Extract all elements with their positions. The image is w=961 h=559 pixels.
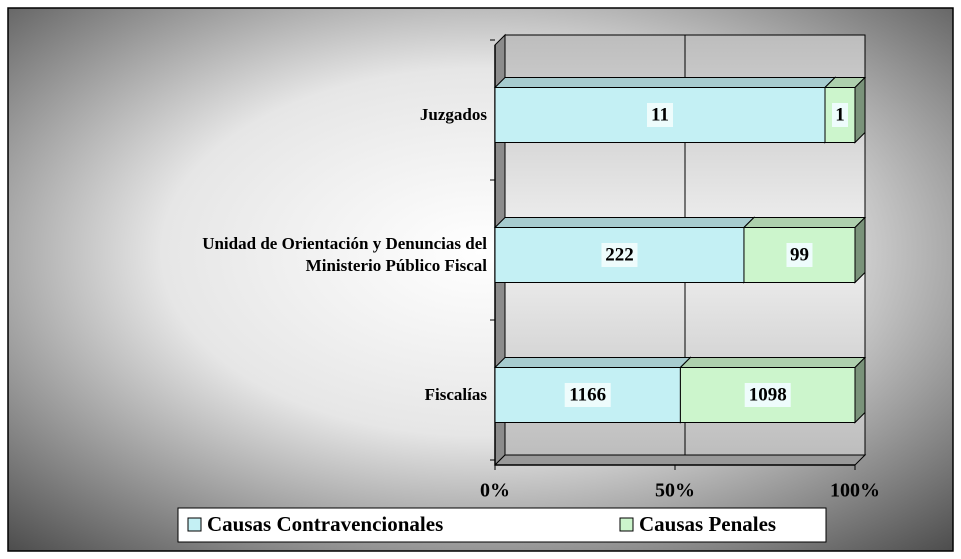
- bar-side: [854, 356, 866, 424]
- bar-top: [679, 357, 867, 368]
- bar-top: [493, 357, 692, 368]
- legend-label: Causas Penales: [639, 512, 776, 536]
- floor: [493, 454, 867, 466]
- bar-side: [854, 216, 866, 284]
- legend: [177, 507, 827, 543]
- bar-side: [854, 76, 866, 144]
- data-label-bg: [744, 383, 791, 407]
- data-label: 99: [790, 244, 809, 265]
- legend-swatch: [619, 517, 634, 532]
- data-label: 1166: [569, 384, 606, 405]
- bar-top: [742, 217, 867, 228]
- data-label-bg: [647, 103, 673, 127]
- data-label-bg: [601, 243, 638, 267]
- bar-segment: [742, 216, 867, 284]
- data-label-bg: [564, 383, 611, 407]
- data-label: 1: [835, 104, 845, 125]
- legend-label: Causas Contravencionales: [207, 512, 443, 536]
- y-tick-label: Fiscalías: [424, 385, 487, 404]
- data-label-bg: [786, 243, 813, 267]
- data-label-bg: [832, 103, 848, 127]
- data-label: 1098: [749, 384, 787, 405]
- x-tick-label: 100%: [830, 480, 880, 502]
- bar-top: [493, 77, 837, 88]
- y-tick-label: Unidad de Orientación y Denuncias del Mi…: [202, 234, 487, 275]
- y-tick-label: Juzgados: [419, 105, 487, 124]
- legend-swatch: [187, 517, 202, 532]
- data-label: 222: [605, 244, 634, 265]
- x-tick-label: 50%: [655, 480, 695, 502]
- x-tick-label: 0%: [480, 480, 510, 502]
- data-label: 11: [651, 104, 669, 125]
- bar-top: [493, 217, 756, 228]
